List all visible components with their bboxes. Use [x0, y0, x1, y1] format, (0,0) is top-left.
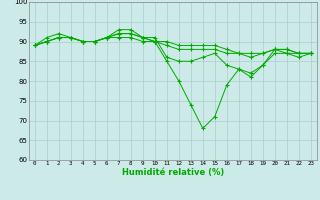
- X-axis label: Humidité relative (%): Humidité relative (%): [122, 168, 224, 177]
